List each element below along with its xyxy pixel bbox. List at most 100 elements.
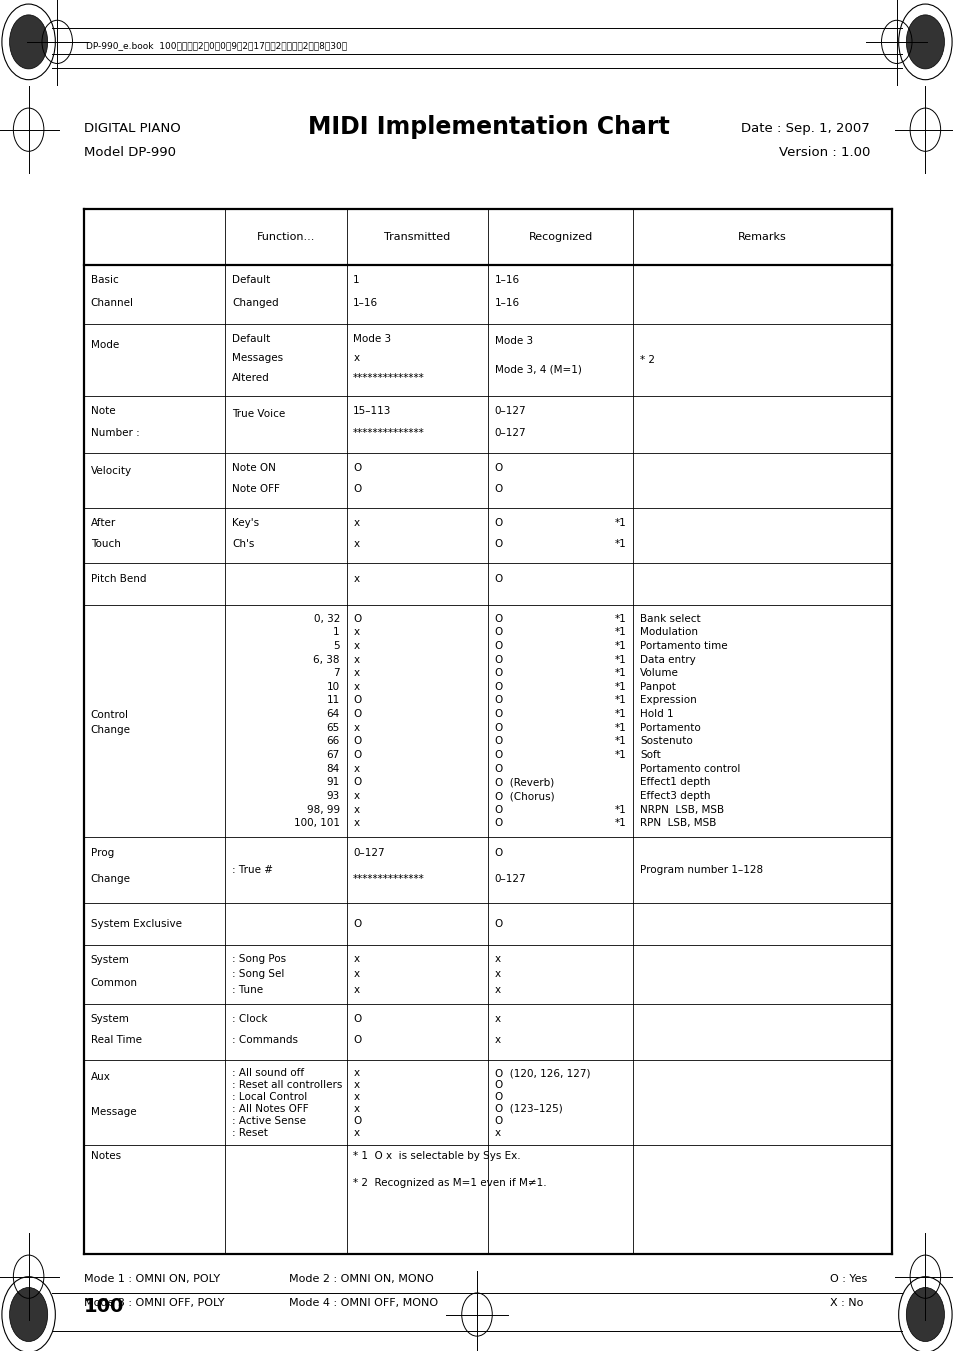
Text: Volume: Volume [639, 669, 679, 678]
Circle shape [905, 1288, 943, 1342]
Text: *1: *1 [615, 819, 626, 828]
Text: Mode 3: Mode 3 [353, 334, 391, 345]
Text: 65: 65 [326, 723, 339, 732]
Text: Key's: Key's [232, 519, 259, 528]
Text: *1: *1 [615, 682, 626, 692]
Text: x: x [495, 985, 500, 994]
Text: System Exclusive: System Exclusive [91, 919, 181, 929]
Text: Sostenuto: Sostenuto [639, 736, 692, 747]
Text: O: O [495, 709, 502, 719]
Text: Mode 3: Mode 3 [495, 335, 532, 346]
Text: O: O [353, 736, 361, 747]
Text: O: O [353, 696, 361, 705]
Text: O: O [495, 613, 502, 624]
Text: **************: ************** [353, 373, 424, 382]
Text: O: O [353, 709, 361, 719]
Text: Mode 4 : OMNI OFF, MONO: Mode 4 : OMNI OFF, MONO [289, 1298, 437, 1308]
Text: O: O [495, 519, 502, 528]
Text: O: O [495, 640, 502, 651]
Text: O: O [495, 1079, 502, 1090]
Text: 5: 5 [333, 640, 339, 651]
Text: *1: *1 [615, 640, 626, 651]
Text: 0–127: 0–127 [495, 874, 526, 884]
Text: Modulation: Modulation [639, 627, 698, 638]
Text: : Active Sense: : Active Sense [232, 1116, 306, 1125]
Text: Version : 1.00: Version : 1.00 [778, 146, 869, 159]
Text: O: O [495, 574, 502, 585]
Text: Real Time: Real Time [91, 1035, 141, 1046]
Text: Changed: Changed [232, 299, 278, 308]
Text: Recognized: Recognized [528, 232, 592, 242]
Text: O: O [495, 819, 502, 828]
Text: *1: *1 [615, 696, 626, 705]
Text: x: x [495, 954, 500, 963]
Text: DIGITAL PIANO: DIGITAL PIANO [84, 122, 180, 135]
Text: x: x [353, 354, 359, 363]
Circle shape [10, 1288, 48, 1342]
Text: 0–127: 0–127 [353, 847, 384, 858]
Text: Messages: Messages [232, 354, 283, 363]
Text: : Commands: : Commands [232, 1035, 297, 1046]
Text: Mode 2 : OMNI ON, MONO: Mode 2 : OMNI ON, MONO [289, 1274, 434, 1283]
Text: x: x [353, 969, 359, 979]
Text: O  (120, 126, 127): O (120, 126, 127) [495, 1069, 590, 1078]
Text: Basic: Basic [91, 276, 118, 285]
Text: O: O [353, 463, 361, 473]
Text: x: x [495, 1128, 500, 1138]
Text: *1: *1 [615, 627, 626, 638]
Text: O: O [353, 613, 361, 624]
Text: Altered: Altered [232, 373, 270, 382]
Text: Program number 1–128: Program number 1–128 [639, 865, 762, 875]
Text: 11: 11 [326, 696, 339, 705]
Text: Ch's: Ch's [232, 539, 254, 549]
Text: : All Notes OFF: : All Notes OFF [232, 1104, 309, 1113]
Text: Note OFF: Note OFF [232, 484, 279, 494]
Text: X : No: X : No [829, 1298, 862, 1308]
Text: : Reset: : Reset [232, 1128, 268, 1138]
Text: 1–16: 1–16 [495, 299, 519, 308]
Text: Function...: Function... [256, 232, 314, 242]
Text: DP-990_e.book  100ページ　2　0　0　9年2月17日　2火曜日　2午前8時30分: DP-990_e.book 100ページ 2 0 0 9年2月17日 2火曜日 … [86, 42, 347, 50]
Text: Common: Common [91, 978, 137, 988]
Text: 100: 100 [84, 1297, 124, 1316]
Text: x: x [353, 1069, 359, 1078]
Text: x: x [353, 574, 359, 585]
Text: Mode 3, 4 (M=1): Mode 3, 4 (M=1) [495, 365, 581, 374]
Text: O: O [495, 696, 502, 705]
Text: O: O [353, 1116, 361, 1125]
Text: Prog: Prog [91, 847, 113, 858]
Text: Effect1 depth: Effect1 depth [639, 777, 710, 788]
Text: O  (123–125): O (123–125) [495, 1104, 562, 1113]
Text: Portamento control: Portamento control [639, 763, 740, 774]
Text: 67: 67 [326, 750, 339, 761]
Text: Soft: Soft [639, 750, 660, 761]
Text: Message: Message [91, 1108, 136, 1117]
Text: : Reset all controllers: : Reset all controllers [232, 1079, 342, 1090]
Text: *1: *1 [615, 709, 626, 719]
Text: O: O [495, 627, 502, 638]
Text: 91: 91 [326, 777, 339, 788]
Text: * 1  O x  is selectable by Sys Ex.: * 1 O x is selectable by Sys Ex. [353, 1151, 520, 1162]
Text: Mode: Mode [91, 340, 119, 350]
Text: Control: Control [91, 711, 129, 720]
Text: Remarks: Remarks [738, 232, 786, 242]
Text: Note ON: Note ON [232, 463, 275, 473]
Text: * 2  Recognized as M=1 even if M≠1.: * 2 Recognized as M=1 even if M≠1. [353, 1178, 546, 1189]
Text: System: System [91, 955, 130, 965]
Text: Touch: Touch [91, 539, 120, 549]
Text: **************: ************** [353, 428, 424, 438]
Text: O: O [495, 654, 502, 665]
Text: 93: 93 [326, 792, 339, 801]
Text: Effect3 depth: Effect3 depth [639, 792, 710, 801]
Text: *1: *1 [615, 669, 626, 678]
Text: *1: *1 [615, 750, 626, 761]
Text: *1: *1 [615, 723, 626, 732]
Text: O: O [495, 763, 502, 774]
Text: True Voice: True Voice [232, 409, 285, 419]
Text: Notes: Notes [91, 1151, 121, 1162]
Text: *1: *1 [615, 519, 626, 528]
Text: 98, 99: 98, 99 [307, 805, 339, 815]
Text: O: O [353, 484, 361, 494]
Text: : Song Sel: : Song Sel [232, 969, 284, 979]
Text: *1: *1 [615, 805, 626, 815]
